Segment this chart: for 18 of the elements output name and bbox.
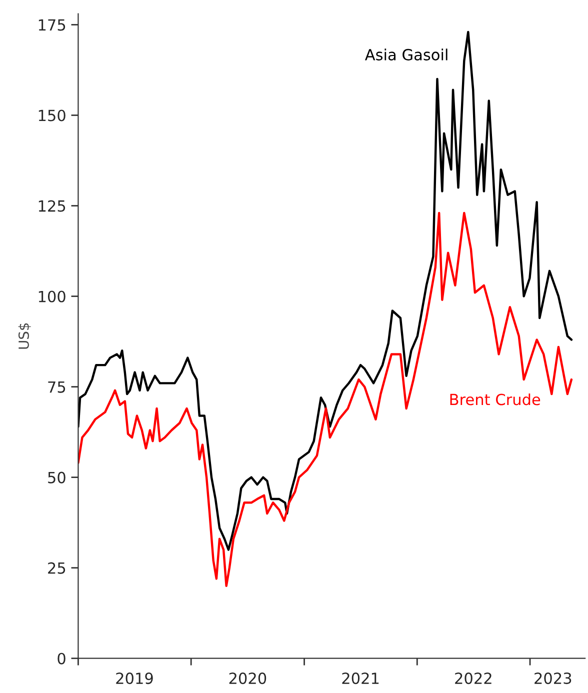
y-tick-label: 50 [48,472,66,484]
x-tick-label: 2022 [455,672,492,684]
x-tick-label: 2021 [342,672,379,684]
series-label: Asia Gasoil [364,48,448,60]
x-tick-label: 2023 [534,672,572,684]
line-series [78,212,573,588]
series-label: Brent Crude [450,393,540,406]
y-tick-label: 0 [58,652,66,664]
x-tick-label: 2020 [229,672,266,684]
y-tick-label: 75 [48,381,66,393]
y-tick-label: 100 [38,290,66,302]
y-tick-label: 25 [48,562,66,574]
y-tick-label: 150 [38,110,66,122]
y-axis-title: US$ [18,323,31,349]
x-tick-label: 2019 [116,672,153,684]
y-tick-label: 125 [38,200,66,212]
y-tick-label: 175 [38,19,66,31]
line-series [78,30,573,551]
